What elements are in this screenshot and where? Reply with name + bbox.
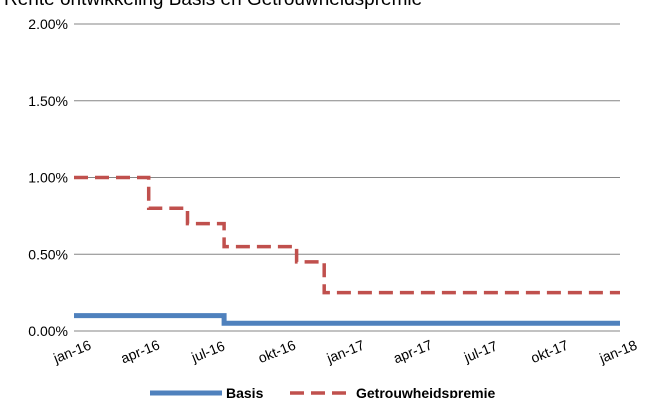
x-tick-label: okt-16 — [256, 337, 298, 366]
x-tick-label: jan-18 — [596, 337, 639, 367]
x-axis-tick-labels: jan-16 apr-16 jul-16 okt-16 jan-17 apr-17 jul-… — [50, 336, 639, 366]
y-tick-label: 1.50% — [28, 93, 68, 109]
x-tick-label: jul-16 — [188, 337, 227, 365]
y-tick-label: 0.50% — [28, 246, 68, 262]
gridlines — [74, 23, 620, 332]
series-line-getrouwheidspremie — [74, 175, 620, 295]
x-tick-label: apr-16 — [118, 336, 162, 366]
legend-label: Basis — [226, 385, 264, 398]
series-lines — [74, 175, 620, 326]
x-tick-label: apr-17 — [391, 336, 435, 366]
chart-title: Rente ontwikkeling Basis en Getrouwheids… — [4, 0, 422, 11]
series-line-basis — [74, 313, 620, 326]
legend: Basis Getrouwheidspremie — [150, 385, 495, 401]
x-tick-label: jan-17 — [324, 337, 367, 367]
x-tick-label: jul-17 — [461, 337, 500, 365]
x-tick-label: okt-17 — [528, 337, 570, 366]
legend-label: Getrouwheidspremie — [356, 385, 495, 398]
y-axis-tick-labels: 2.00% 1.50% 1.00% 0.50% 0.00% — [28, 16, 68, 339]
y-tick-label: 1.00% — [28, 170, 68, 186]
y-tick-label: 0.00% — [28, 323, 68, 339]
x-tick-label: jan-16 — [50, 337, 93, 367]
y-tick-label: 2.00% — [28, 16, 68, 32]
